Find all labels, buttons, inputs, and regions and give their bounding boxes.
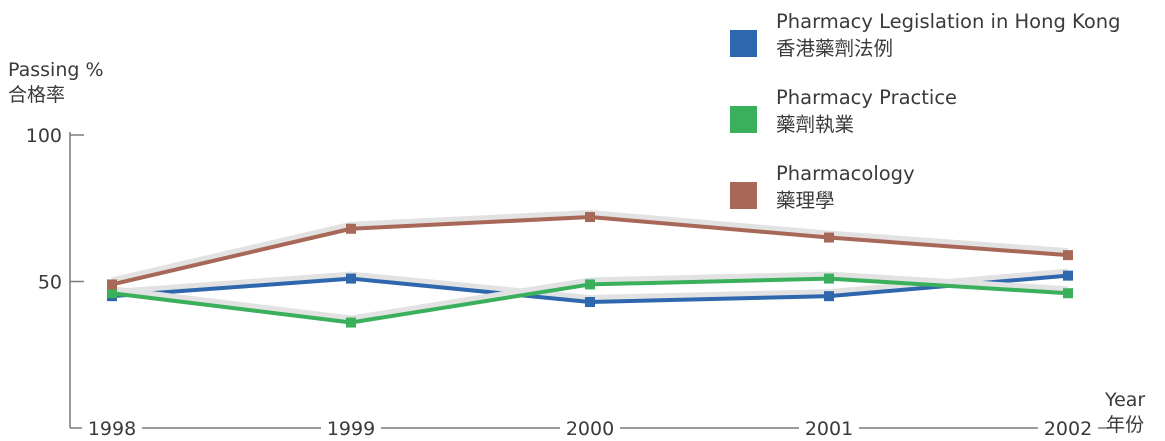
data-point [585, 297, 595, 308]
y-axis-label: Passing % 合格率 [8, 58, 104, 108]
legend-label-legislation-en: Pharmacy Legislation in Hong Kong [776, 10, 1121, 33]
data-point [824, 273, 834, 284]
legend-swatch-practice [730, 106, 757, 133]
x-axis-label-zh: 年份 [1106, 414, 1145, 436]
legend-label-legislation: Pharmacy Legislation in Hong Kong 香港藥劑法例 [776, 8, 1121, 62]
data-point [585, 212, 595, 223]
series-line [111, 215, 1069, 287]
data-point [346, 317, 356, 328]
x-tick-label: 2002 [1044, 418, 1092, 440]
chart-series [107, 210, 1073, 328]
data-point [346, 223, 356, 234]
data-point [585, 279, 595, 290]
legend-label-legislation-zh: 香港藥劑法例 [776, 37, 894, 60]
x-tick-label: 2001 [805, 418, 853, 440]
y-tick-label: 100 [26, 125, 62, 147]
data-point [824, 232, 834, 243]
legend-label-practice-en: Pharmacy Practice [776, 86, 958, 109]
x-axis-label-en: Year [1105, 389, 1146, 411]
legend-label-pharmacology-en: Pharmacology [776, 162, 915, 185]
legend-label-practice-zh: 藥劑執業 [776, 113, 855, 136]
x-axis-label: Year 年份 [1105, 388, 1145, 438]
data-point [107, 288, 117, 299]
y-axis-label-zh: 合格率 [8, 84, 66, 106]
series-shadow [111, 210, 1069, 286]
data-point [824, 291, 834, 302]
data-point [1063, 250, 1073, 261]
legend-label-pharmacology-zh: 藥理學 [776, 189, 835, 212]
data-point [107, 279, 117, 290]
y-tick-label: 50 [38, 272, 62, 294]
y-axis-label-en: Passing % [8, 59, 104, 81]
data-point [346, 273, 356, 284]
legend-label-pharmacology: Pharmacology 藥理學 [776, 160, 915, 214]
data-point [1063, 288, 1073, 299]
legend-swatch-pharmacology [730, 182, 757, 209]
legend-label-practice: Pharmacy Practice 藥劑執業 [776, 84, 957, 138]
data-point [1063, 270, 1073, 281]
x-tick-label: 1999 [327, 418, 375, 440]
chart-axes: 50 100 1998 1999 2000 2001 2002 [26, 125, 1110, 440]
x-tick-label: 1998 [88, 418, 136, 440]
x-tick-label: 2000 [566, 418, 614, 440]
legend-swatch-legislation [730, 30, 757, 57]
